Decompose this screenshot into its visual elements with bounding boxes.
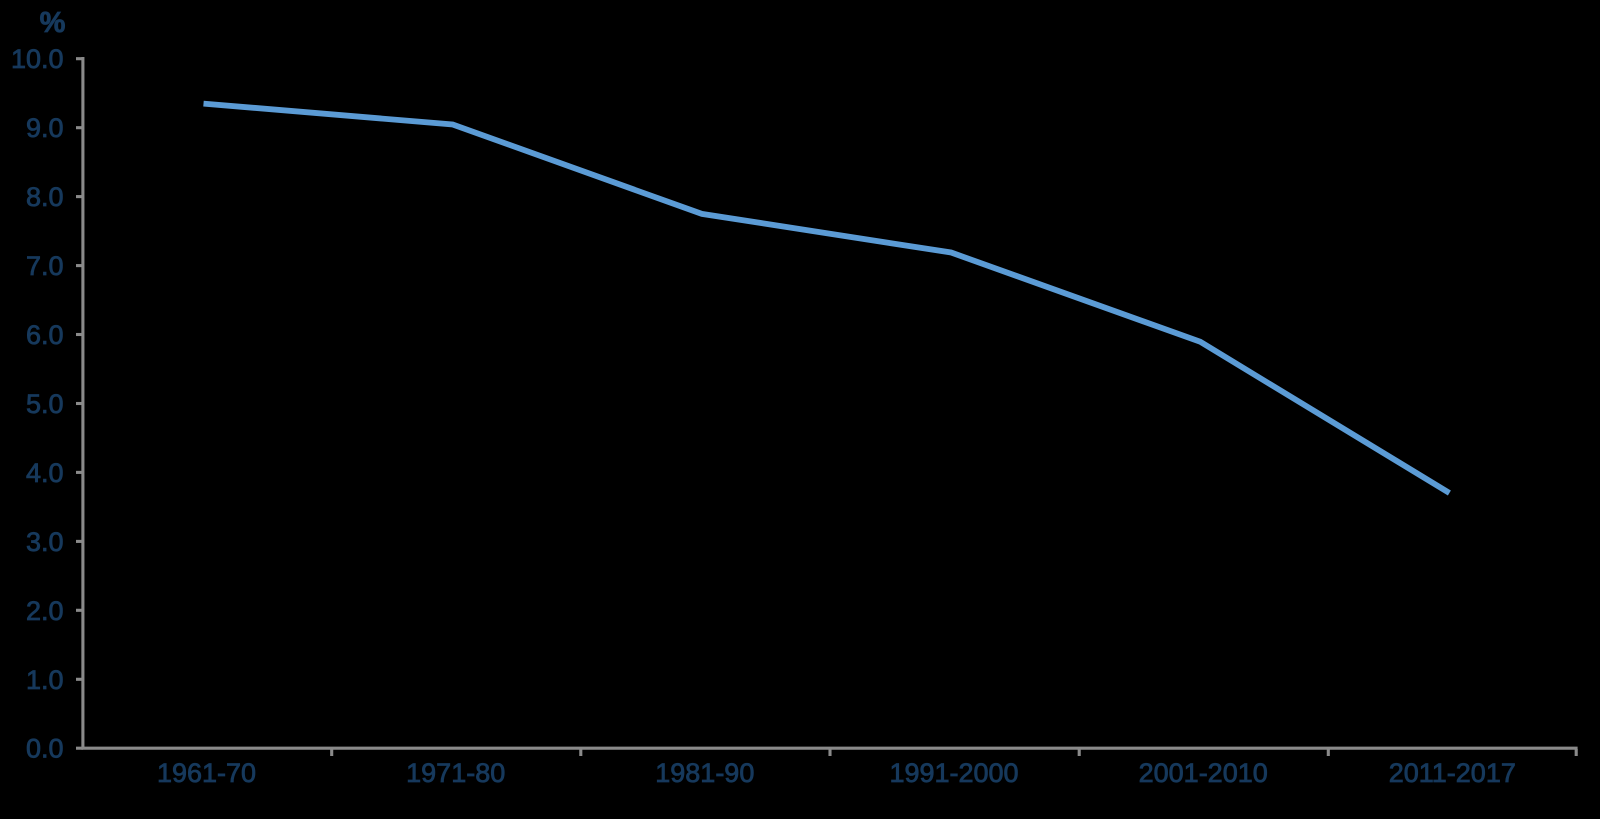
svg-text:2001-2010: 2001-2010 [1139, 758, 1268, 788]
svg-text:1981-90: 1981-90 [655, 758, 754, 788]
svg-text:5.0: 5.0 [26, 389, 64, 419]
svg-text:4.0: 4.0 [26, 458, 64, 488]
svg-text:%: % [40, 7, 66, 39]
svg-text:7.0: 7.0 [26, 251, 64, 281]
svg-text:1991-2000: 1991-2000 [889, 758, 1018, 788]
svg-text:2011-2017: 2011-2017 [1389, 758, 1516, 788]
svg-text:1961-70: 1961-70 [157, 758, 256, 788]
svg-text:2.0: 2.0 [26, 596, 64, 626]
svg-text:3.0: 3.0 [26, 527, 64, 557]
svg-text:0.0: 0.0 [26, 734, 64, 764]
svg-text:1971-80: 1971-80 [406, 758, 505, 788]
svg-text:10.0: 10.0 [11, 44, 64, 74]
svg-text:8.0: 8.0 [26, 182, 64, 212]
svg-text:6.0: 6.0 [26, 320, 64, 350]
svg-text:1.0: 1.0 [26, 665, 64, 695]
svg-text:9.0: 9.0 [26, 113, 64, 143]
